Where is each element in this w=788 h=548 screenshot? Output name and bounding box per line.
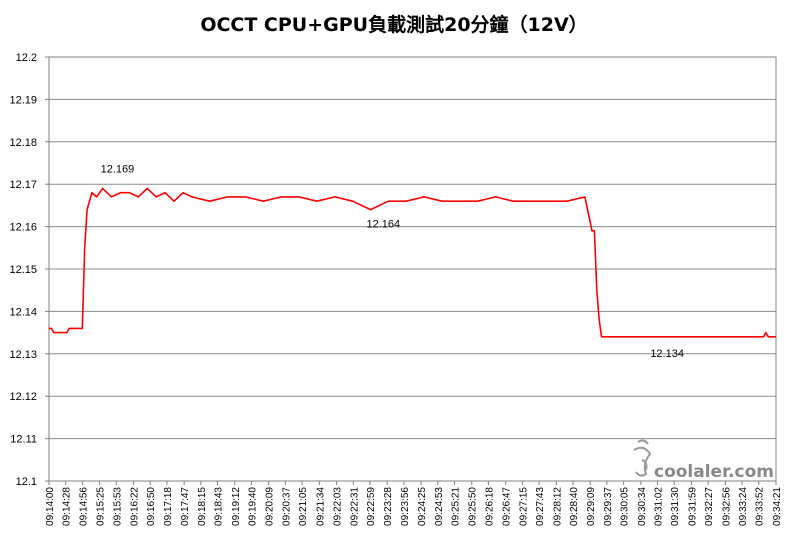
x-tick-label: 09:28:40 xyxy=(569,487,580,526)
x-tick-label: 09:16:22 xyxy=(130,487,141,526)
x-tick-label: 09:26:18 xyxy=(484,487,495,526)
x-tick-label: 09:18:43 xyxy=(214,487,225,526)
x-tick-label: 09:25:50 xyxy=(468,487,479,526)
x-tick-label: 09:22:31 xyxy=(349,487,360,526)
data-label: 12.164 xyxy=(367,219,401,231)
y-tick-label: 12.13 xyxy=(9,349,37,361)
x-tick-label: 09:22:59 xyxy=(366,487,377,526)
x-tick-label: 09:23:56 xyxy=(400,487,411,526)
x-tick-label: 09:28:12 xyxy=(552,487,563,526)
y-tick-label: 12.11 xyxy=(10,434,37,446)
x-tick-label: 09:29:37 xyxy=(603,487,614,526)
data-label: 12.169 xyxy=(101,163,135,175)
data-label: 12.134 xyxy=(650,348,684,360)
y-tick-label: 12.12 xyxy=(9,391,37,403)
series-line xyxy=(49,187,776,338)
watermark-logo-icon xyxy=(633,439,652,477)
x-tick-label: 09:18:15 xyxy=(197,487,208,526)
x-tick-label: 09:26:47 xyxy=(502,487,513,526)
x-tick-label: 09:21:05 xyxy=(298,487,309,526)
annotations: 12.169 12.164 12.134 xyxy=(101,163,684,359)
y-tick-label: 12.19 xyxy=(9,94,37,106)
x-tick-label: 09:19:12 xyxy=(231,487,242,526)
x-tick-label: 09:33:24 xyxy=(738,487,749,526)
x-tick-label: 09:32:56 xyxy=(721,487,732,526)
x-tick-label: 09:14:56 xyxy=(78,487,89,526)
y-tick-label: 12.17 xyxy=(9,179,37,191)
x-tick-label: 09:31:59 xyxy=(687,487,698,526)
x-tick-label: 09:23:28 xyxy=(383,487,394,526)
y-tick-label: 12.16 xyxy=(9,222,37,234)
x-tick-label: 09:21:34 xyxy=(315,487,326,526)
x-tick-label: 09:17:18 xyxy=(163,487,174,526)
y-axis-ticks: 12.1 12.11 12.12 12.13 12.14 12.15 12.16 12.17 1… xyxy=(9,52,49,488)
x-tick-label: 09:19:40 xyxy=(247,487,258,526)
series-layer xyxy=(49,187,776,338)
x-tick-label: 09:31:30 xyxy=(670,487,681,526)
x-tick-label: 09:24:25 xyxy=(417,487,428,526)
x-tick-label: 09:30:05 xyxy=(620,487,631,526)
x-tick-label: 09:24:53 xyxy=(434,487,445,526)
y-tick-label: 12.18 xyxy=(9,137,37,149)
x-tick-label: 09:33:52 xyxy=(755,487,766,526)
x-tick-label: 09:15:53 xyxy=(112,487,123,526)
x-tick-label: 09:34:21 xyxy=(772,487,783,526)
x-tick-label: 09:25:21 xyxy=(450,487,461,526)
x-tick-label: 09:14:00 xyxy=(45,487,56,526)
x-tick-label: 09:27:15 xyxy=(518,487,529,526)
x-tick-label: 09:22:03 xyxy=(333,487,344,526)
x-tick-label: 09:31:02 xyxy=(654,487,665,526)
x-tick-label: 09:20:37 xyxy=(281,487,292,526)
chart-title: OCCT CPU+GPU負載測試20分鐘（12V） xyxy=(200,14,588,36)
x-tick-label: 09:17:47 xyxy=(180,487,191,526)
x-tick-label: 09:32:27 xyxy=(704,487,715,526)
x-tick-label: 09:20:09 xyxy=(265,487,276,526)
x-tick-label: 09:16:50 xyxy=(146,487,157,526)
y-tick-label: 12.14 xyxy=(9,306,37,318)
watermark-text: coolaler.com xyxy=(654,462,774,482)
y-tick-label: 12.15 xyxy=(9,264,37,276)
x-tick-label: 09:15:25 xyxy=(96,487,107,526)
x-tick-label: 09:30:34 xyxy=(637,487,648,526)
gridlines xyxy=(49,98,776,440)
x-tick-label: 09:14:28 xyxy=(62,487,73,526)
y-tick-label: 12.2 xyxy=(16,52,37,64)
x-axis-ticks: 09:14:00 09:14:28 09:14:56 09:15:25 09:15:53… xyxy=(45,481,783,526)
x-tick-label: 09:27:43 xyxy=(535,487,546,526)
x-tick-label: 09:29:09 xyxy=(586,487,597,526)
y-tick-label: 12.1 xyxy=(16,476,37,488)
